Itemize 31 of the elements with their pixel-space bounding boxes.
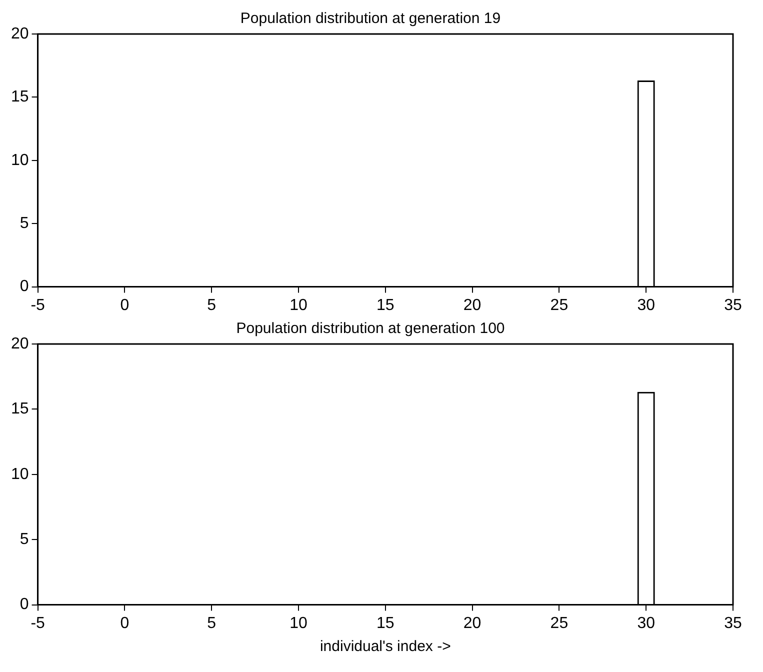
y-tick-label: 10: [11, 152, 29, 169]
y-tick-label: 15: [11, 88, 29, 106]
x-tick-label: 5: [207, 614, 216, 632]
x-tick-label: 30: [637, 296, 656, 314]
x-tick-label: 0: [120, 614, 130, 632]
x-tick-label: 35: [724, 296, 742, 314]
y-tick-label: 0: [20, 278, 29, 296]
x-tick-label: 35: [724, 614, 742, 632]
x-tick-label: 15: [376, 614, 394, 632]
x-tick-label: -5: [30, 296, 46, 314]
x-tick-label: 30: [637, 614, 656, 632]
x-tick-label: 0: [120, 296, 130, 314]
chart-title: Population distribution at generation 100: [236, 320, 505, 338]
x-tick-label: 15: [376, 296, 394, 314]
x-tick-label: 20: [463, 614, 482, 632]
y-tick-label: 10: [11, 466, 29, 483]
y-tick-label: 5: [20, 531, 29, 548]
y-tick-label: 20: [11, 335, 29, 352]
y-tick-label: 15: [11, 400, 29, 418]
x-tick-label: 25: [550, 614, 568, 632]
y-tick-label: 5: [20, 215, 29, 232]
x-tick-label: 20: [463, 296, 482, 314]
x-tick-label: 5: [207, 296, 216, 314]
x-tick-label: 10: [290, 296, 308, 314]
y-tick-label: 0: [20, 596, 29, 614]
x-tick-label: 25: [550, 296, 568, 314]
x-axis-title: individual's index ->: [320, 638, 452, 656]
y-tick-label: 20: [11, 25, 29, 42]
x-tick-label: 10: [290, 614, 308, 632]
x-tick-label: -5: [30, 614, 46, 632]
chart-title: Population distribution at generation 19: [240, 10, 501, 28]
